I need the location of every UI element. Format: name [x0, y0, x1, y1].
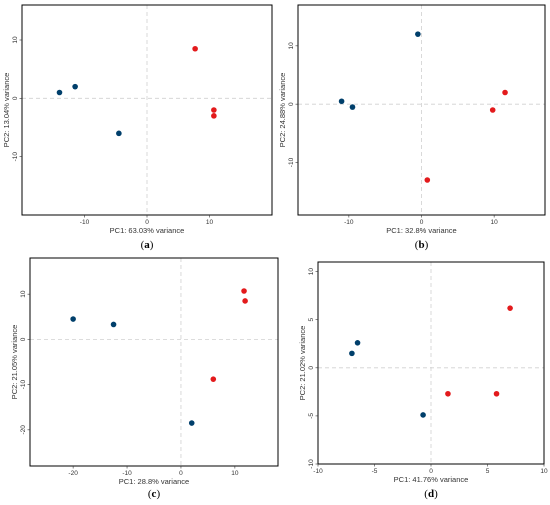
x-axis-title: PC1: 28.8% variance: [119, 477, 189, 486]
y-tick-label: 0: [308, 366, 315, 370]
y-tick-label: 0: [12, 96, 19, 100]
y-axis-title: PC2: 21.05% variance: [10, 325, 19, 400]
x-tick-label: 0: [145, 219, 149, 226]
x-tick-label: 10: [540, 468, 548, 475]
panel-caption: (b): [415, 239, 429, 251]
x-tick-label: -20: [68, 470, 78, 477]
x-tick-label: 0: [179, 470, 183, 477]
data-point-series-2: [445, 390, 451, 397]
y-axis-title: PC2: 13.04% variance: [2, 73, 11, 148]
panel-c: -20 -10 0 10 -20 -10 0 10 PC1: 28.8% variance PC2…: [10, 257, 279, 500]
data-point-series-1: [354, 340, 361, 346]
data-point-series-2: [211, 113, 217, 119]
data-point-series-1: [72, 83, 78, 90]
y-tick-label: 5: [308, 318, 315, 322]
y-tick-label: -10: [20, 380, 27, 390]
x-tick-label: -10: [122, 470, 132, 477]
panel-caption: (d): [424, 488, 438, 500]
x-tick-label: 10: [231, 470, 239, 477]
data-point-series-2: [210, 376, 217, 382]
data-point-series-1: [349, 350, 355, 357]
data-point-series-1: [110, 321, 117, 328]
x-axis-title: PC1: 32.8% variance: [386, 226, 456, 235]
data-point-series-1: [338, 98, 345, 105]
y-tick-label: 10: [12, 36, 19, 44]
x-axis-title: PC1: 41.76% variance: [394, 475, 469, 484]
y-tick-label: -5: [308, 413, 315, 419]
data-point-series-2: [241, 288, 247, 294]
x-tick-label: -10: [344, 219, 354, 226]
y-tick-label: 10: [288, 42, 295, 50]
y-tick-label: 0: [288, 102, 295, 106]
data-point-series-1: [415, 31, 421, 37]
x-tick-label: 0: [420, 219, 424, 226]
data-point-series-2: [489, 107, 496, 113]
y-tick-label: -10: [288, 157, 295, 167]
data-point-series-1: [56, 89, 63, 96]
data-point-series-2: [424, 177, 431, 183]
data-point-series-2: [211, 107, 217, 113]
data-point-series-1: [349, 104, 356, 110]
plot-frame: [29, 257, 279, 467]
data-point-series-2: [192, 45, 198, 52]
data-point-series-2: [502, 89, 508, 96]
y-tick-label: -20: [20, 425, 27, 435]
x-axis-title: PC1: 63.03% variance: [110, 226, 185, 235]
data-point-series-1: [188, 420, 195, 426]
panel-a: -10 0 10 -10 0 10 PC1: 63.03% variance PC2: 13.…: [2, 4, 273, 251]
x-tick-label: 0: [429, 468, 433, 475]
x-tick-label: 10: [491, 219, 499, 226]
panel-d: -10 -5 0 5 10 -10 -5 0 5 10 PC1: 41.76% variance PC…: [298, 261, 548, 500]
panel-b: -10 0 10 -10 0 10 PC1: 32.8% variance PC2: 24.8…: [278, 4, 546, 251]
y-axis-title: PC2: 24.88% variance: [278, 73, 287, 148]
x-tick-label: 5: [486, 468, 490, 475]
panel-caption: (c): [148, 488, 161, 500]
y-tick-label: 0: [20, 337, 27, 341]
data-point-series-1: [116, 130, 122, 137]
panel-caption: (a): [141, 239, 154, 251]
data-point-series-2: [507, 305, 513, 311]
x-tick-label: -10: [313, 468, 323, 475]
x-tick-label: 10: [206, 219, 214, 226]
y-tick-label: -10: [308, 459, 315, 469]
x-tick-label: -10: [80, 219, 90, 226]
y-tick-label: 10: [308, 268, 315, 276]
data-point-series-2: [242, 298, 248, 304]
data-point-series-2: [493, 390, 500, 397]
y-tick-label: -10: [12, 152, 19, 162]
y-tick-label: 10: [20, 290, 27, 298]
data-point-series-1: [70, 316, 76, 322]
y-axis-title: PC2: 21.02% variance: [298, 326, 307, 401]
data-point-series-1: [420, 412, 426, 418]
x-tick-label: -5: [372, 468, 378, 475]
